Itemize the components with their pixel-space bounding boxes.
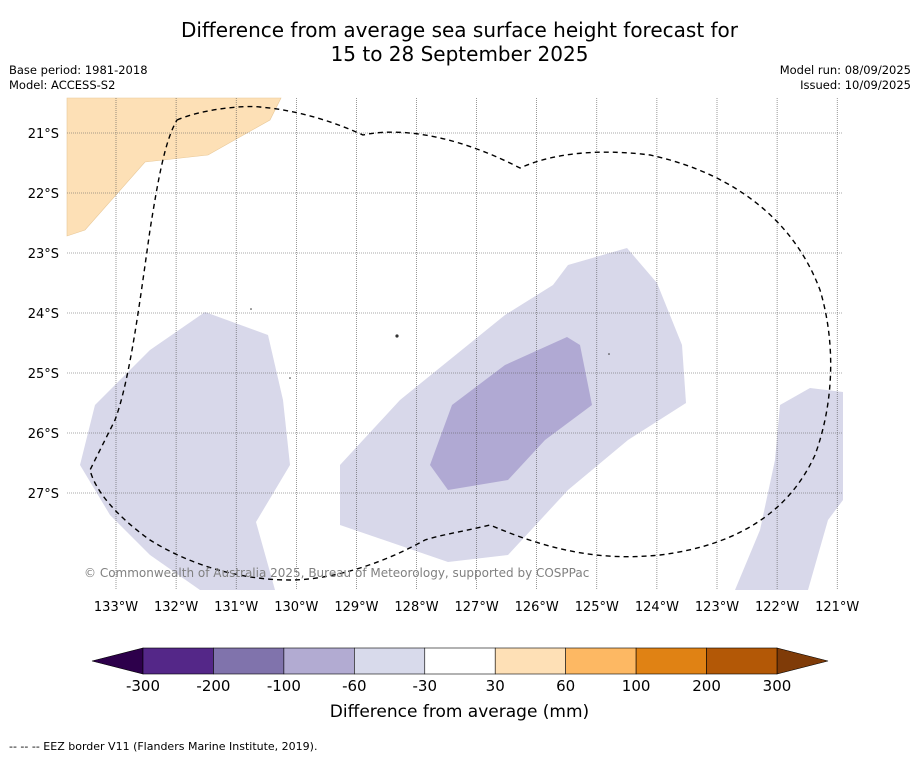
eez-legend-note: -- -- -- EEZ border V11 (Flanders Marine…	[9, 740, 318, 753]
longitude-label: 121°W	[815, 600, 859, 615]
longitude-label: 127°W	[455, 600, 499, 615]
negative-anomaly-core	[430, 337, 592, 490]
longitude-label: 122°W	[755, 600, 799, 615]
latitude-label: 26°S	[28, 427, 59, 442]
latitude-label: 22°S	[28, 187, 59, 202]
colorbar-tick-label: 300	[762, 677, 792, 695]
longitude-label: 129°W	[334, 600, 378, 615]
island-marker	[250, 308, 252, 310]
colorbar	[91, 647, 829, 675]
colorbar-swatch	[565, 647, 637, 675]
colorbar-tick-label: 100	[621, 677, 651, 695]
colorbar-tick-label: 60	[556, 677, 576, 695]
colorbar-swatch	[494, 647, 566, 675]
issued-date: Issued: 10/09/2025	[800, 78, 911, 92]
copyright-notice: © Commonwealth of Australia 2025, Bureau…	[84, 566, 589, 580]
colorbar-tick-label: -100	[266, 677, 301, 695]
colorbar-label: Difference from average (mm)	[329, 702, 590, 722]
base-period: Base period: 1981-2018	[9, 63, 148, 77]
colorbar-under-arrow	[91, 647, 144, 675]
island-marker	[395, 334, 399, 338]
negative-anomaly-region-east	[735, 388, 843, 590]
colorbar-swatch	[706, 647, 778, 675]
longitude-label: 123°W	[695, 600, 739, 615]
colorbar-swatch	[283, 647, 355, 675]
longitude-labels: 133°W 132°W 131°W 130°W 129°W 128°W 127°W 126°W…	[94, 600, 860, 615]
longitude-label: 130°W	[274, 600, 318, 615]
longitude-label: 126°W	[515, 600, 559, 615]
model-run: Model run: 08/09/2025	[779, 63, 911, 77]
title-line-2: 15 to 28 September 2025	[330, 42, 589, 66]
positive-anomaly-region	[66, 97, 282, 237]
longitude-label: 125°W	[575, 600, 619, 615]
colorbar-swatch	[635, 647, 707, 675]
longitude-label: 124°W	[635, 600, 679, 615]
colorbar-tick-label: -300	[125, 677, 161, 695]
model-name: Model: ACCESS-S2	[9, 78, 116, 92]
colorbar-over-arrow	[776, 647, 829, 675]
latitude-label: 24°S	[28, 307, 59, 322]
colorbar-swatch	[354, 647, 426, 675]
colorbar-tick-label: -200	[196, 677, 231, 695]
map-frame	[66, 97, 843, 590]
latitude-label: 23°S	[28, 247, 59, 262]
negative-anomaly-region-west	[80, 312, 290, 590]
colorbar-tick-label: -30	[412, 677, 438, 695]
latitude-label: 27°S	[28, 487, 59, 502]
colorbar-tick-label: 200	[692, 677, 721, 695]
island-marker	[289, 377, 291, 379]
colorbar-swatch	[424, 647, 496, 675]
latitude-labels: 21°S 22°S 23°S 24°S 25°S 26°S 27°S	[28, 127, 59, 502]
longitude-label: 131°W	[214, 600, 258, 615]
island-marker	[608, 353, 610, 355]
longitude-label: 133°W	[94, 600, 138, 615]
meta-right: Model run: 08/09/2025 Issued: 10/09/2025	[780, 63, 911, 93]
eez-border	[89, 105, 832, 581]
map-title: Difference from average sea surface heig…	[0, 18, 919, 66]
colorbar-tick-label: 30	[485, 677, 505, 695]
graticule	[67, 98, 843, 590]
colorbar-swatch	[142, 647, 214, 675]
title-line-1: Difference from average sea surface heig…	[180, 18, 739, 42]
latitude-label: 21°S	[28, 127, 59, 142]
latitude-label: 25°S	[28, 367, 59, 382]
longitude-label: 132°W	[154, 600, 198, 615]
meta-left: Base period: 1981-2018 Model: ACCESS-S2	[9, 63, 148, 93]
colorbar-tick-label: -60	[342, 677, 367, 695]
longitude-label: 128°W	[394, 600, 438, 615]
colorbar-swatch	[213, 647, 285, 675]
